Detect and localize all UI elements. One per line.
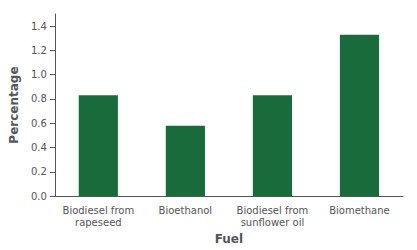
svg-text:Fuel: Fuel (215, 232, 243, 246)
svg-text:0.0: 0.0 (31, 191, 47, 202)
svg-text:1.4: 1.4 (31, 21, 47, 32)
svg-text:Biomethane: Biomethane (329, 205, 390, 216)
svg-text:0.6: 0.6 (31, 118, 47, 129)
svg-text:0.8: 0.8 (31, 93, 47, 104)
svg-text:Biodiesel from: Biodiesel from (63, 205, 135, 216)
svg-text:0.4: 0.4 (31, 142, 47, 153)
svg-text:1.0: 1.0 (31, 69, 47, 80)
svg-text:1.2: 1.2 (31, 45, 47, 56)
svg-text:sunflower oil: sunflower oil (241, 217, 305, 228)
svg-text:Percentage: Percentage (7, 66, 21, 143)
svg-text:Bioethanol: Bioethanol (159, 205, 213, 216)
svg-text:Biodiesel from: Biodiesel from (237, 205, 309, 216)
svg-text:rapeseed: rapeseed (75, 217, 122, 228)
svg-text:0.2: 0.2 (31, 166, 47, 177)
